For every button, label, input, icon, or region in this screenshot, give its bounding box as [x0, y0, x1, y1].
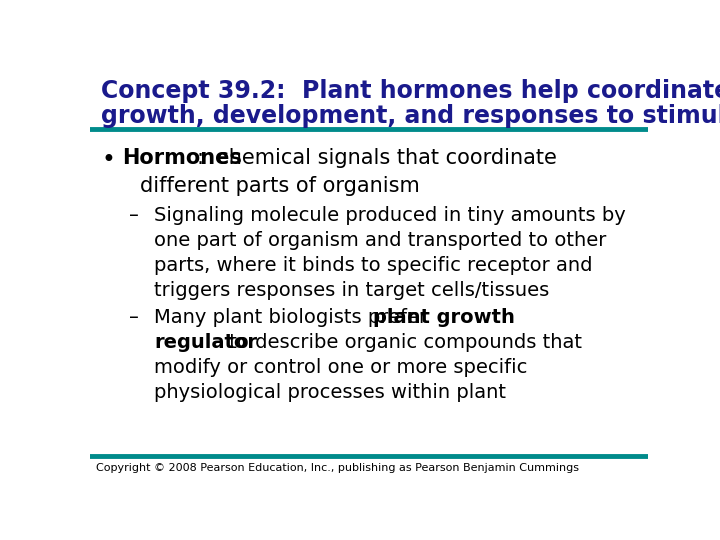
Text: Concept 39.2:  Plant hormones help coordinate: Concept 39.2: Plant hormones help coordi…: [101, 79, 720, 103]
Text: :  chemical signals that coordinate: : chemical signals that coordinate: [197, 148, 557, 168]
Text: Copyright © 2008 Pearson Education, Inc., publishing as Pearson Benjamin Cumming: Copyright © 2008 Pearson Education, Inc.…: [96, 463, 579, 473]
Text: Many plant biologists prefer: Many plant biologists prefer: [154, 308, 433, 327]
Text: modify or control one or more specific: modify or control one or more specific: [154, 358, 528, 377]
Text: one part of organism and transported to other: one part of organism and transported to …: [154, 231, 606, 250]
Text: parts, where it binds to specific receptor and: parts, where it binds to specific recept…: [154, 256, 593, 275]
Text: to describe organic compounds that: to describe organic compounds that: [223, 333, 582, 352]
Text: Hormones: Hormones: [122, 148, 242, 168]
Text: growth, development, and responses to stimuli: growth, development, and responses to st…: [101, 104, 720, 129]
Text: •: •: [101, 148, 115, 172]
Text: Signaling molecule produced in tiny amounts by: Signaling molecule produced in tiny amou…: [154, 206, 626, 225]
Text: triggers responses in target cells/tissues: triggers responses in target cells/tissu…: [154, 281, 549, 300]
Text: regulator: regulator: [154, 333, 257, 352]
Text: –: –: [129, 308, 139, 327]
Text: plant growth: plant growth: [373, 308, 515, 327]
Text: –: –: [129, 206, 139, 225]
Text: different parts of organism: different parts of organism: [140, 176, 420, 196]
Text: physiological processes within plant: physiological processes within plant: [154, 383, 506, 402]
